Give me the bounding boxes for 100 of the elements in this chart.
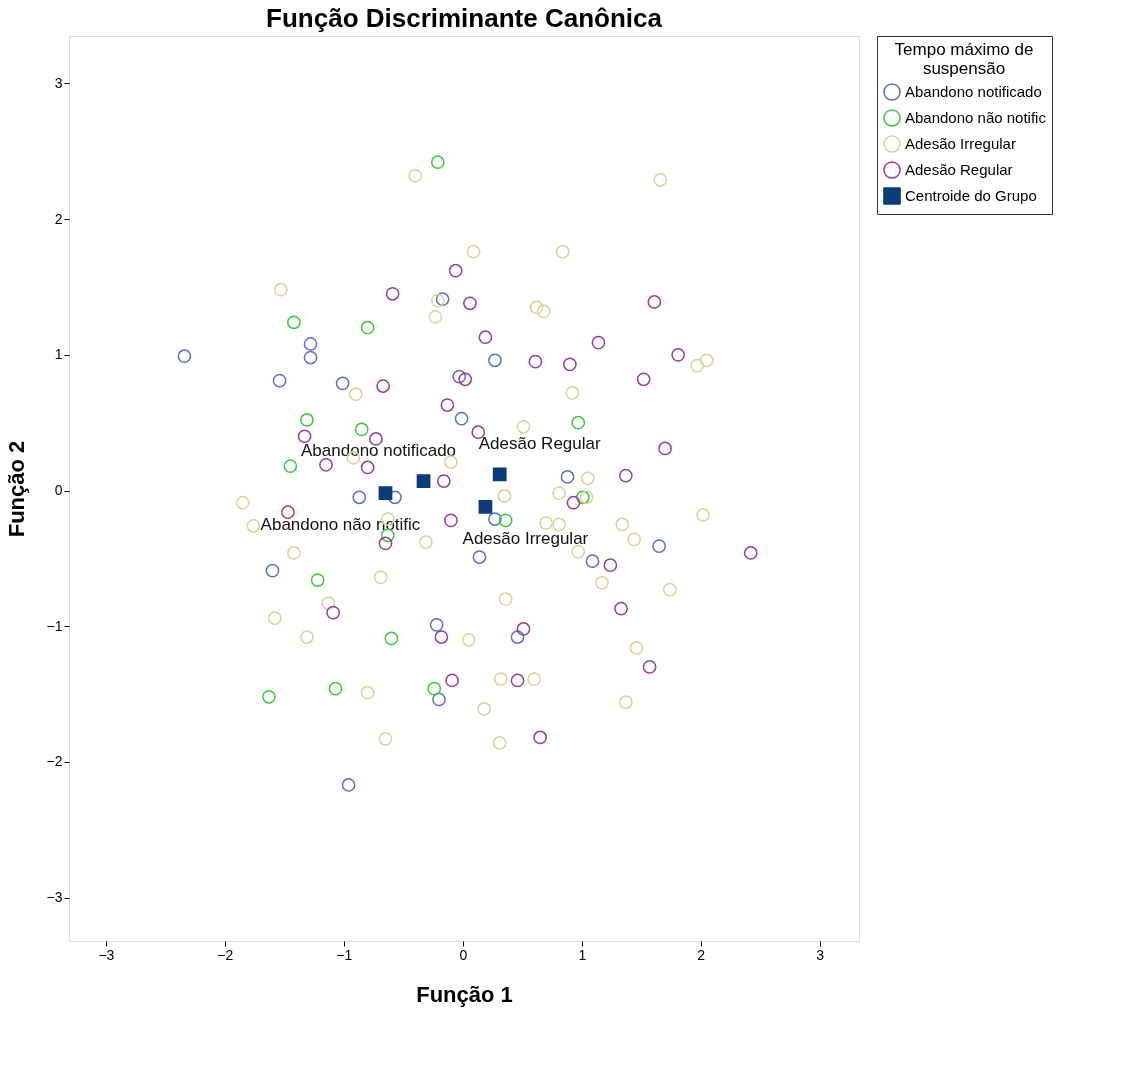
point [303,337,318,351]
point [360,460,375,475]
legend-label: Abandono notificado [905,83,1042,100]
point [430,293,445,308]
point [461,632,476,647]
point [566,495,581,510]
point [262,689,276,704]
point [416,474,431,488]
point [615,517,630,532]
point [699,353,714,368]
point [658,441,672,456]
y-tick-label: 1 [54,346,63,363]
point [494,672,508,686]
point [510,673,525,688]
x-tick-label: −2 [217,946,234,963]
point [373,570,388,585]
point [428,310,443,324]
point [580,471,595,486]
point [478,330,493,345]
point [321,596,336,611]
data-label: Abandono notificado [301,441,457,461]
point [647,295,662,309]
point [354,422,369,437]
point [595,575,609,590]
point [376,379,390,393]
point [286,546,301,560]
y-tick-label: −3 [46,889,63,906]
legend-title: Tempo máximo de suspensão [894,40,1034,78]
point [319,457,333,472]
point [539,516,553,530]
point [492,736,507,750]
point [177,349,192,364]
point [434,630,449,644]
point [585,554,600,568]
point [478,499,493,514]
point [286,315,301,330]
point [448,263,463,278]
point [267,611,282,625]
point [516,622,531,636]
point [300,630,314,644]
data-label: Abandono não notific [260,515,421,535]
point [528,354,543,369]
point [300,413,314,427]
point [303,350,318,365]
point [378,731,393,746]
point [576,490,590,505]
point [618,695,633,710]
point [427,681,442,696]
point [444,455,458,469]
point [283,459,298,473]
point [743,546,758,560]
point [603,558,618,573]
x-tick-label: −1 [336,946,353,963]
point [555,244,570,259]
point [265,563,280,578]
point [552,486,567,501]
point [563,357,577,372]
legend-label: Abandono não notific [905,109,1047,126]
point [614,601,628,616]
y-tick-label: −1 [46,617,63,634]
point [429,618,444,632]
point [235,495,250,510]
point [653,172,668,187]
point [435,292,450,307]
point [466,244,481,259]
point [627,532,642,547]
legend-label: Adesão Regular [905,161,1013,178]
y-tick-label: 0 [54,482,63,499]
point [328,681,343,696]
point [571,415,586,430]
point [436,474,451,488]
point [388,490,402,505]
y-tick-label: 3 [54,74,63,91]
point [378,536,393,551]
point [458,372,473,387]
y-tick-label: −2 [46,753,63,770]
y-axis-title: Função 2 [3,440,29,538]
data-label: Adesão Regular [478,434,601,454]
point [652,539,666,554]
point [488,512,502,526]
point [385,286,400,301]
legend-label: Adesão Irregular [905,135,1016,152]
point [529,300,544,315]
point [463,296,477,311]
point [492,467,507,482]
point [335,376,350,391]
point [246,518,261,533]
y-tick-label: 2 [54,210,63,227]
point [360,685,375,700]
point [369,432,383,446]
point [591,335,606,350]
point [444,513,458,528]
point [419,535,433,549]
point [662,582,677,597]
point [498,592,513,606]
x-tick-label: 0 [459,946,468,963]
point [636,372,651,387]
point [527,672,542,686]
point [477,702,492,716]
x-tick-label: 3 [816,946,825,963]
